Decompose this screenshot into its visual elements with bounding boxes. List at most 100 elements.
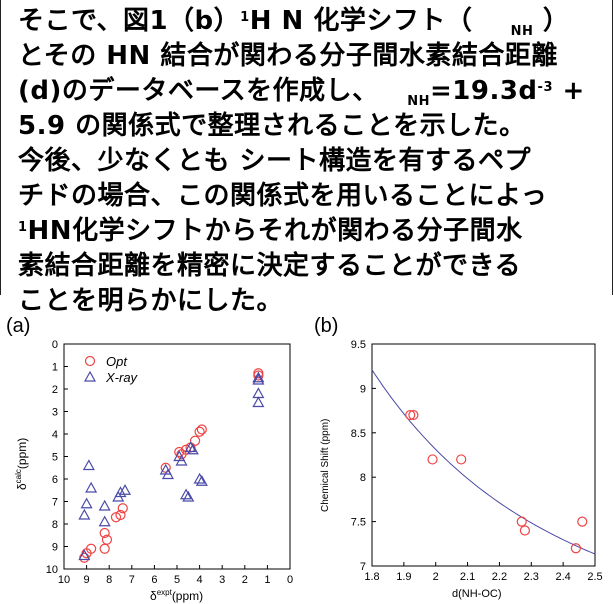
data-point-triangle [78,549,91,561]
chart-b: 1.8 1.9 2 2.1 2.2 2.3 2.4 2.5 7 7.5 8 8.5 9 9.5 d(NH… [320,339,603,600]
paragraph-line: とその HN 結合が関わる分子間水素結合距離 [18,41,558,71]
data-point-triangle [252,373,265,385]
superscript: 1 [18,220,28,235]
x-tick-label: 1 [264,574,270,586]
paragraph-line: チドの場合、この関係式を用いることによっ [18,181,548,211]
x-tick-label: 2.1 [460,571,475,583]
x-axis-b: 1.8 1.9 2 2.1 2.2 2.3 2.4 2.5 [364,562,603,583]
data-point-circle [117,503,128,514]
data-point-circle [408,409,419,421]
x-tick-label: 3 [219,574,225,586]
series-marks-b [405,409,588,554]
paragraph-frame-right [612,0,613,295]
y-axis-b: 7 7.5 8 8.5 9 9.5 [351,339,376,573]
panel-a-label: (a) [6,315,30,337]
data-point-circle [101,534,113,545]
legend-a: Opt X-ray [83,354,139,385]
data-point-circle [194,426,205,437]
x-label-symbol: δ [150,589,157,603]
paragraph-line: 5.9 の関係式で整理されることを示した。 [18,111,526,141]
y-tick-label: 8 [52,519,58,531]
paragraph-line: 素結合距離を精密に決定することができる [18,251,521,281]
y-tick-label: 6 [52,474,58,486]
data-point-triangle [98,499,111,511]
y-tick-label: 9.5 [351,339,366,351]
x-tick-label: 8 [106,574,112,586]
data-point-circle [253,368,264,379]
y-axis-a: 0 1 2 3 4 5 6 7 8 9 10 [46,339,68,576]
data-point-circle [189,435,201,446]
series-marks-a [78,368,265,563]
superscript: -3 [537,80,553,95]
x-axis-label-a: δexpt(ppm) [150,588,203,603]
x-tick-label: 2.2 [492,571,507,583]
data-point-circle [174,446,185,458]
legend-opt-label: Opt [106,354,128,369]
x-tick-label: 7 [129,574,135,586]
x-axis-label-b: d(NH-OC) [452,588,502,600]
data-point-triangle [180,488,193,500]
y-label-symbol: δ [15,483,29,490]
text-run: そこで、図1（b） [18,6,241,36]
data-point-triangle [80,497,93,509]
y-tick-label: 7.5 [351,517,366,529]
data-point-triangle [119,484,132,495]
y-tick-label: 0 [52,339,58,351]
data-point-triangle [252,371,265,383]
y-tick-label: 4 [52,429,58,441]
paragraph-line: ことを明らかにした。 [18,286,284,316]
data-point-circle [427,454,438,465]
data-point-triangle [114,486,127,498]
paragraph-line: そこで、図1（b）1H N 化学シフト（ NH ） [18,4,610,39]
y-axis-label-b: Chemical Shift (ppm) [320,419,331,512]
data-point-triangle [78,508,91,520]
y-tick-label: 1 [52,362,58,374]
y-tick-label: 2 [52,384,58,396]
paragraph-line: (d)のデータベースを作成し、 NH=19.3d-3 + [18,74,610,109]
subscript: NH [407,94,430,109]
fit-curve [371,369,596,555]
x-tick-label: 2.3 [524,571,539,583]
x-tick-label: 9 [84,574,90,586]
data-point-triangle [175,454,188,466]
data-point-triangle [182,490,195,502]
data-point-circle [456,454,467,465]
data-point-triangle [252,387,265,399]
y-tick-label: 8.5 [351,428,366,440]
data-point-triangle [184,441,197,453]
legend-xray-label: X-ray [105,370,139,385]
x-tick-label: 2 [433,571,439,583]
y-tick-label: 7 [52,497,58,509]
text-run: H N 化学シフト（ [249,6,473,36]
panel-b-label: (b) [314,315,338,337]
x-tick-label: 0 [287,574,293,586]
data-point-circle [196,424,207,435]
x-tick-label: 2.4 [555,571,570,583]
y-tick-label: 7 [360,561,366,573]
y-tick-label: 3 [52,407,58,419]
x-label-unit: (ppm) [172,589,203,603]
legend-circle-marker [84,355,96,367]
y-tick-label: 5 [52,452,58,464]
x-axis-a: 10 9 8 7 6 5 4 3 2 1 0 [58,565,293,586]
x-tick-label: 4 [197,574,203,586]
subscript: NH [510,24,534,39]
plot-area-b [371,343,596,567]
data-point-triangle [85,481,98,493]
paragraph-line: 1HN化学シフトからそれが関わる分子間水 [18,214,610,249]
x-tick-label: 5 [174,574,180,586]
data-point-triangle [161,468,174,480]
y-label-sup: calc [14,469,23,483]
superscript: 1 [240,10,250,25]
data-point-triangle [82,459,95,471]
data-point-circle [99,527,110,539]
x-tick-label: 2.5 [587,571,602,583]
y-tick-label: 10 [46,564,58,576]
y-tick-label: 9 [360,383,366,395]
body-paragraph: そこで、図1（b）1H N 化学シフト（ NH ） とその HN 結合が関わる分… [18,4,610,319]
data-point-triangle [98,515,111,527]
data-point-circle [160,462,171,473]
data-point-triangle [252,396,265,408]
